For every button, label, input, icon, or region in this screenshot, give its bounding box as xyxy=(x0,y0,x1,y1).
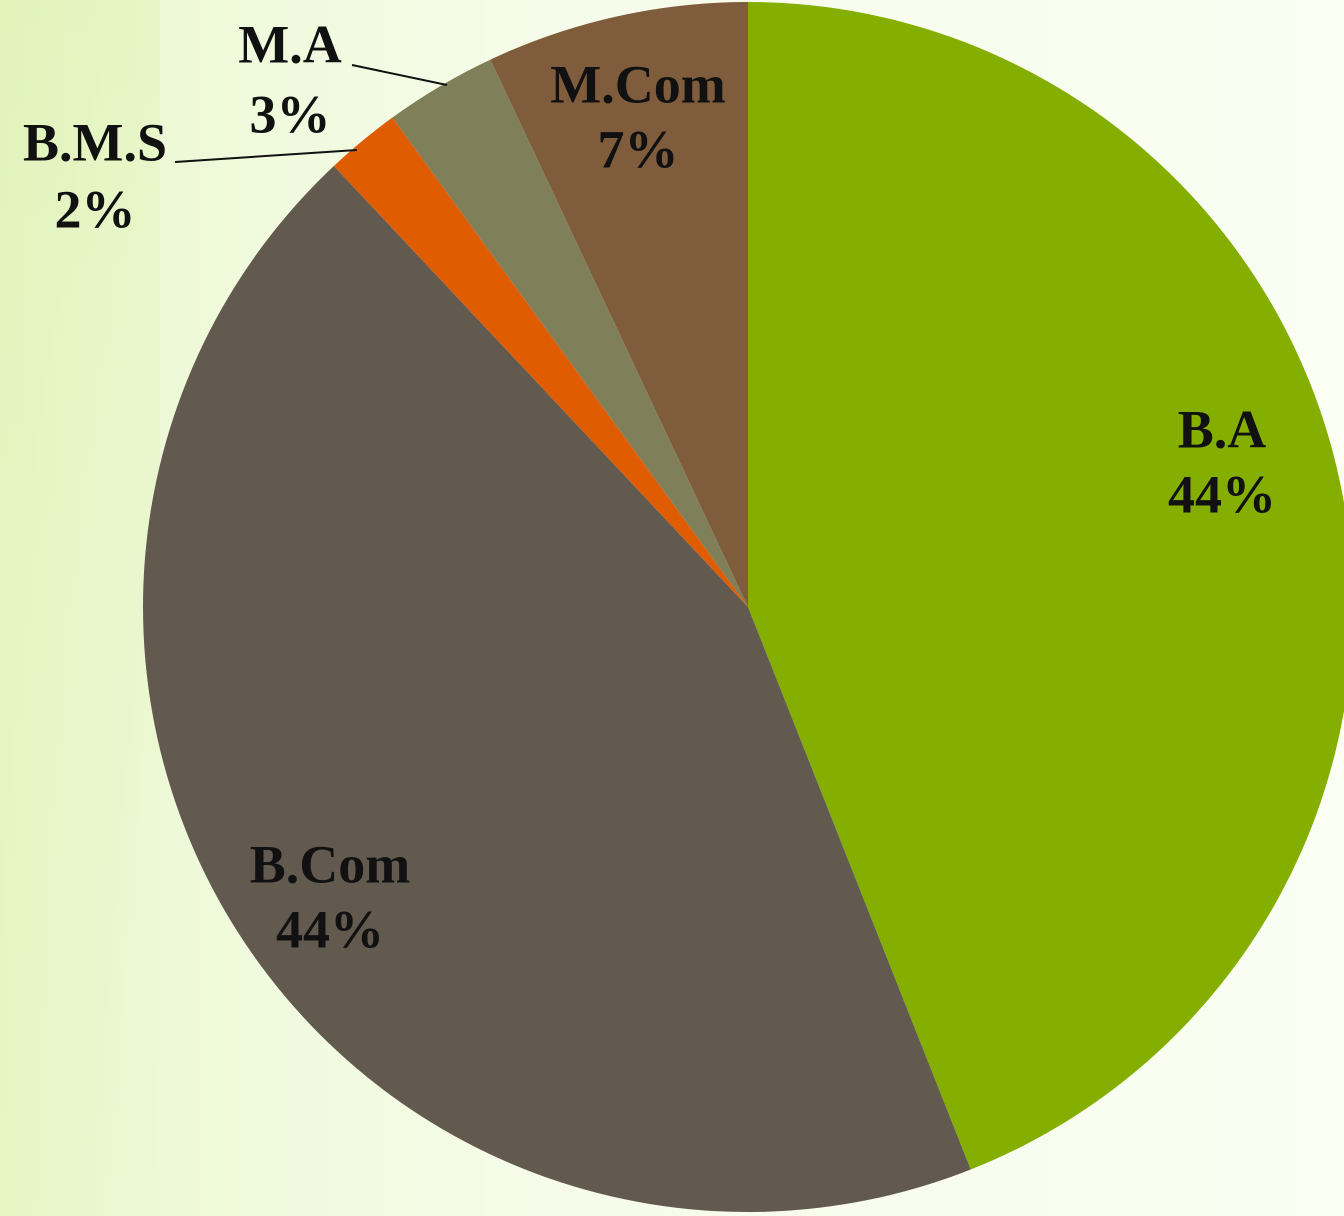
leader-line xyxy=(351,64,448,86)
slice-value-label: 44% xyxy=(1168,464,1276,524)
slice-category-label: M.Com xyxy=(550,54,725,114)
slice-value-label: 3% xyxy=(250,84,331,144)
pie-slice xyxy=(490,2,748,607)
slice-value-label: 44% xyxy=(276,899,384,959)
pie-slice xyxy=(143,165,971,1212)
pie-slice xyxy=(392,59,748,607)
slice-category-label: M.A xyxy=(238,14,341,74)
slice-category-label: B.A xyxy=(1178,399,1267,459)
slice-value-label: 2% xyxy=(55,179,136,239)
pie-slice xyxy=(748,2,1344,1170)
background-stripe xyxy=(0,0,160,1216)
pie xyxy=(143,2,1344,1212)
slice-category-label: B.Com xyxy=(250,834,411,894)
slice-value-label: 7% xyxy=(598,119,679,179)
pie-slice xyxy=(333,117,748,608)
slice-category-label: B.M.S xyxy=(23,112,167,172)
leader-line xyxy=(174,149,358,163)
